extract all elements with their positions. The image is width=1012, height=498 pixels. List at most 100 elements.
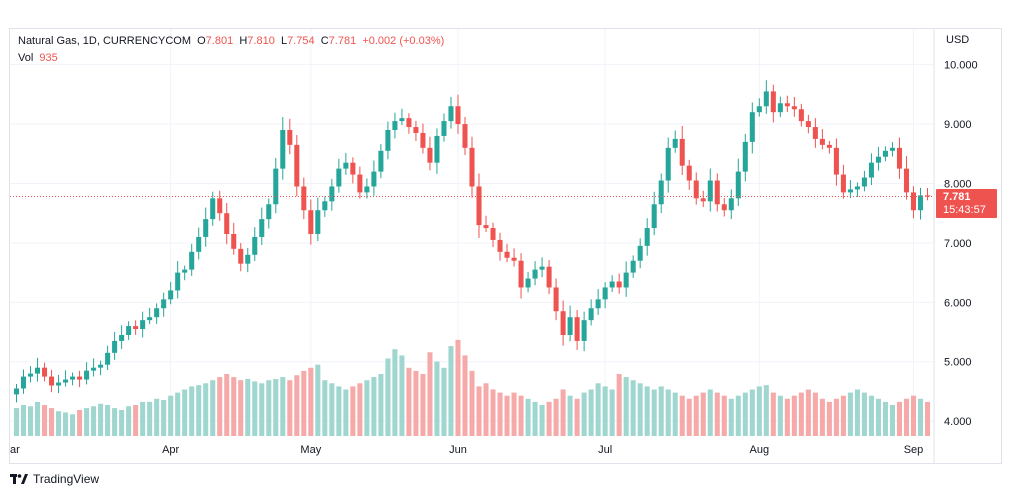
candle-body — [854, 186, 860, 190]
candle-body — [371, 171, 377, 187]
candle-body — [483, 225, 489, 229]
volume-bar — [903, 398, 909, 436]
tradingview-logo-icon — [10, 474, 28, 484]
volume-bar — [231, 377, 237, 436]
candle-body — [721, 204, 727, 211]
volume-bar — [245, 378, 251, 436]
volume-bar — [20, 405, 27, 436]
candle-body — [910, 192, 917, 211]
volume-bar — [917, 398, 924, 436]
candle-body — [175, 272, 181, 291]
last-price-tag: 7.781 15:43:57 — [936, 189, 997, 218]
candle-body — [714, 180, 720, 205]
volume-bar — [147, 401, 153, 436]
candle-body — [924, 195, 931, 197]
candle-body — [13, 388, 20, 395]
candle-body — [490, 228, 496, 240]
open-label: O — [197, 35, 206, 47]
volume-bar — [350, 386, 356, 436]
candle-body — [322, 201, 328, 211]
volume-bar — [637, 383, 643, 436]
candle-body — [154, 308, 160, 318]
candle-body — [679, 138, 685, 166]
candle-body — [224, 213, 230, 234]
candle-body — [868, 162, 874, 178]
volume-bar — [875, 398, 881, 436]
volume-bar — [525, 398, 531, 436]
volume-bar — [13, 408, 20, 436]
currency-label[interactable]: USD — [946, 34, 970, 46]
volume-bar — [476, 386, 482, 436]
volume-bar — [308, 367, 314, 436]
candle-body — [770, 91, 776, 113]
volume-bar — [490, 389, 496, 436]
ohlc-legend: Natural Gas, 1D, CURRENCYCOM O7.801 H7.8… — [18, 35, 444, 47]
volume-label[interactable]: Vol — [18, 52, 34, 64]
candle-body — [182, 269, 188, 273]
volume-bar — [882, 401, 888, 436]
candle-body — [210, 198, 216, 220]
candle-body — [378, 150, 384, 172]
candle-body — [287, 130, 293, 145]
volume-bar — [770, 392, 776, 436]
tradingview-brand[interactable]: TradingView — [10, 472, 99, 486]
candle-body — [455, 106, 461, 125]
y-tick-label: 8.000 — [944, 178, 972, 190]
volume-bar — [896, 401, 902, 436]
x-tick-label: Jun — [449, 444, 467, 456]
volume-bar — [329, 383, 335, 436]
volume-bar — [763, 385, 769, 436]
candle-body — [266, 204, 272, 220]
volume-bar — [70, 414, 76, 436]
volume-bar — [567, 395, 573, 436]
volume-legend: Vol 935 — [18, 52, 58, 64]
volume-bar — [665, 389, 671, 436]
candle-body — [875, 156, 881, 163]
candle-body — [532, 269, 538, 279]
candle-body — [686, 165, 692, 181]
volume-bar — [924, 401, 931, 436]
volume-bar — [910, 395, 917, 436]
candle-body — [672, 138, 678, 148]
volume-bar — [644, 386, 650, 436]
volume-bar — [518, 395, 524, 436]
candle-body — [189, 251, 195, 270]
candle-body — [350, 162, 356, 175]
candle-body — [728, 198, 734, 211]
candle-body — [560, 311, 566, 335]
close-value: 7.781 — [328, 35, 357, 47]
candle-body — [63, 379, 69, 383]
candle-body — [301, 186, 307, 211]
candle-body — [574, 317, 580, 341]
volume-bar — [217, 377, 223, 436]
candle-body — [525, 278, 531, 288]
volume-bar — [777, 395, 783, 436]
candle-body — [406, 118, 412, 128]
candle-body — [91, 367, 97, 371]
volume-bar — [728, 398, 734, 436]
candle-body — [644, 228, 650, 246]
candle-body — [847, 189, 853, 193]
volume-bar — [553, 398, 559, 436]
volume-bar — [413, 370, 419, 436]
candle-body — [434, 135, 440, 163]
symbol-title[interactable]: Natural Gas, 1D, CURRENCYCOM — [18, 35, 191, 47]
volume-bar — [259, 383, 265, 436]
candle-body — [623, 272, 629, 288]
y-tick-label: 7.000 — [944, 238, 972, 250]
candle-body — [315, 210, 321, 234]
candle-body — [280, 130, 286, 169]
volume-bar — [672, 392, 678, 436]
candle-body — [462, 124, 468, 148]
candle-body — [742, 141, 748, 172]
volume-bar — [784, 398, 790, 436]
close-label: C — [320, 35, 329, 47]
x-tick-label: Apr — [162, 444, 179, 456]
candle-body — [665, 147, 671, 181]
candle-body — [196, 236, 202, 252]
candle-body — [98, 364, 104, 368]
volume-bar — [287, 380, 293, 436]
volume-bar — [238, 380, 244, 436]
volume-bar — [721, 395, 727, 436]
